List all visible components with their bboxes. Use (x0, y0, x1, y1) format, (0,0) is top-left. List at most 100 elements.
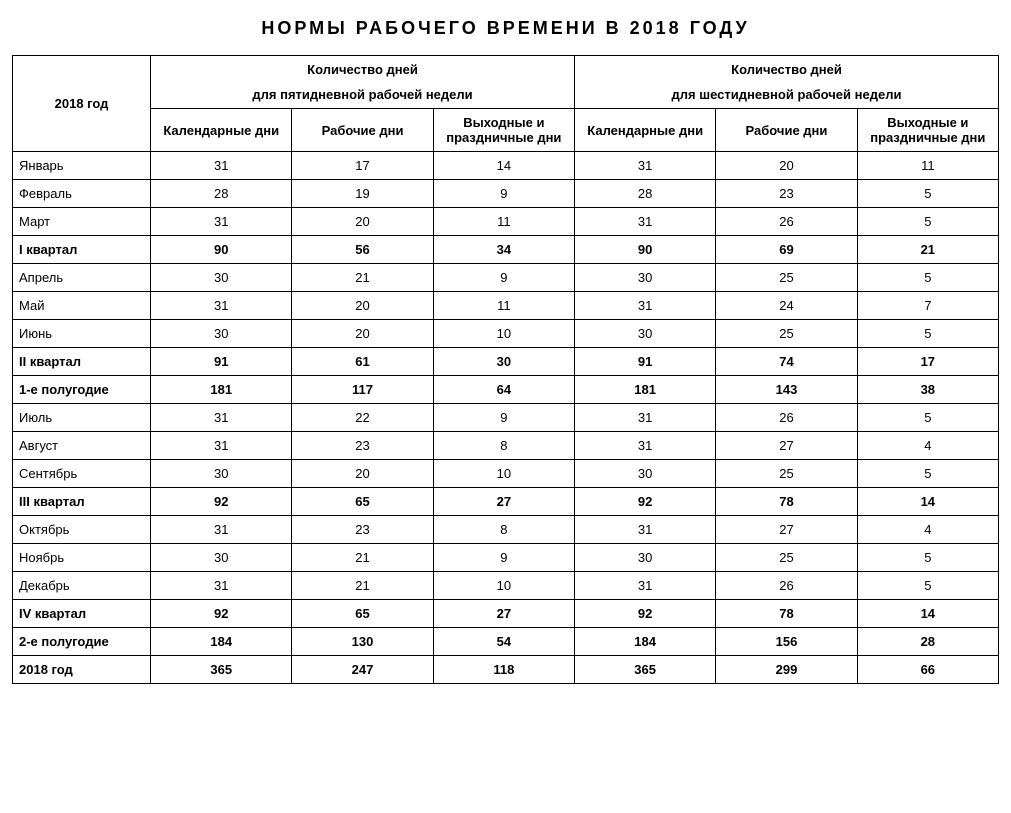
row-value: 20 (292, 208, 433, 236)
row-label: II квартал (13, 348, 151, 376)
row-label: Апрель (13, 264, 151, 292)
table-row: Январь311714312011 (13, 152, 999, 180)
row-label: Май (13, 292, 151, 320)
row-value: 91 (151, 348, 292, 376)
row-value: 54 (433, 628, 574, 656)
row-value: 7 (857, 292, 998, 320)
row-value: 9 (433, 264, 574, 292)
table-row: 2018 год36524711836529966 (13, 656, 999, 684)
row-value: 31 (151, 152, 292, 180)
row-value: 23 (292, 516, 433, 544)
row-value: 8 (433, 516, 574, 544)
row-value: 65 (292, 488, 433, 516)
row-value: 143 (716, 376, 857, 404)
row-value: 181 (575, 376, 716, 404)
row-value: 65 (292, 600, 433, 628)
row-value: 20 (716, 152, 857, 180)
row-value: 10 (433, 320, 574, 348)
table-row: Апрель3021930255 (13, 264, 999, 292)
row-value: 20 (292, 292, 433, 320)
row-value: 22 (292, 404, 433, 432)
header-6day-off: Выходные и праздничные дни (857, 109, 998, 152)
row-value: 30 (151, 460, 292, 488)
header-5day-line1: Количество дней (155, 62, 570, 77)
header-5day-work: Рабочие дни (292, 109, 433, 152)
table-row: Ноябрь3021930255 (13, 544, 999, 572)
row-value: 31 (575, 516, 716, 544)
row-label: III квартал (13, 488, 151, 516)
row-value: 25 (716, 544, 857, 572)
header-5day-line2: для пятидневной рабочей недели (155, 87, 570, 102)
row-value: 299 (716, 656, 857, 684)
table-row: Март31201131265 (13, 208, 999, 236)
row-value: 31 (575, 292, 716, 320)
table-row: 1-е полугодие1811176418114338 (13, 376, 999, 404)
row-value: 27 (716, 432, 857, 460)
row-value: 10 (433, 572, 574, 600)
row-value: 78 (716, 600, 857, 628)
row-value: 17 (857, 348, 998, 376)
row-value: 4 (857, 516, 998, 544)
row-value: 30 (575, 544, 716, 572)
row-value: 31 (151, 292, 292, 320)
row-value: 25 (716, 460, 857, 488)
table-row: Октябрь3123831274 (13, 516, 999, 544)
row-value: 31 (151, 404, 292, 432)
row-value: 365 (575, 656, 716, 684)
row-value: 31 (151, 572, 292, 600)
row-label: 2018 год (13, 656, 151, 684)
row-value: 28 (151, 180, 292, 208)
row-value: 184 (575, 628, 716, 656)
header-6day-line2: для шестидневной рабочей недели (579, 87, 994, 102)
row-value: 184 (151, 628, 292, 656)
row-value: 66 (857, 656, 998, 684)
row-value: 30 (151, 320, 292, 348)
table-row: IV квартал926527927814 (13, 600, 999, 628)
row-value: 92 (151, 600, 292, 628)
row-value: 4 (857, 432, 998, 460)
row-value: 56 (292, 236, 433, 264)
table-row: Август3123831274 (13, 432, 999, 460)
row-value: 30 (575, 320, 716, 348)
header-6day-line1: Количество дней (579, 62, 994, 77)
row-value: 5 (857, 544, 998, 572)
row-label: Декабрь (13, 572, 151, 600)
row-value: 90 (151, 236, 292, 264)
row-value: 20 (292, 320, 433, 348)
row-label: IV квартал (13, 600, 151, 628)
row-value: 5 (857, 264, 998, 292)
row-value: 92 (151, 488, 292, 516)
row-value: 21 (292, 572, 433, 600)
row-value: 5 (857, 180, 998, 208)
row-label: Март (13, 208, 151, 236)
header-year: 2018 год (13, 56, 151, 152)
row-value: 118 (433, 656, 574, 684)
table-row: III квартал926527927814 (13, 488, 999, 516)
row-value: 156 (716, 628, 857, 656)
header-5day-group: Количество дней для пятидневной рабочей … (151, 56, 575, 109)
row-value: 91 (575, 348, 716, 376)
row-value: 69 (716, 236, 857, 264)
row-value: 14 (857, 488, 998, 516)
row-value: 90 (575, 236, 716, 264)
row-value: 5 (857, 460, 998, 488)
row-label: 1-е полугодие (13, 376, 151, 404)
row-label: Январь (13, 152, 151, 180)
table-body: Январь311714312011Февраль2819928235Март3… (13, 152, 999, 684)
table-row: Май31201131247 (13, 292, 999, 320)
row-value: 28 (857, 628, 998, 656)
row-value: 30 (575, 264, 716, 292)
work-time-table: 2018 год Количество дней для пятидневной… (12, 55, 999, 684)
row-value: 14 (857, 600, 998, 628)
row-value: 5 (857, 404, 998, 432)
table-row: Февраль2819928235 (13, 180, 999, 208)
page-title: НОРМЫ РАБОЧЕГО ВРЕМЕНИ В 2018 ГОДУ (12, 18, 999, 39)
row-value: 31 (151, 208, 292, 236)
row-value: 61 (292, 348, 433, 376)
row-value: 5 (857, 572, 998, 600)
table-row: I квартал905634906921 (13, 236, 999, 264)
row-value: 27 (716, 516, 857, 544)
row-value: 31 (575, 572, 716, 600)
row-label: Февраль (13, 180, 151, 208)
row-value: 25 (716, 264, 857, 292)
